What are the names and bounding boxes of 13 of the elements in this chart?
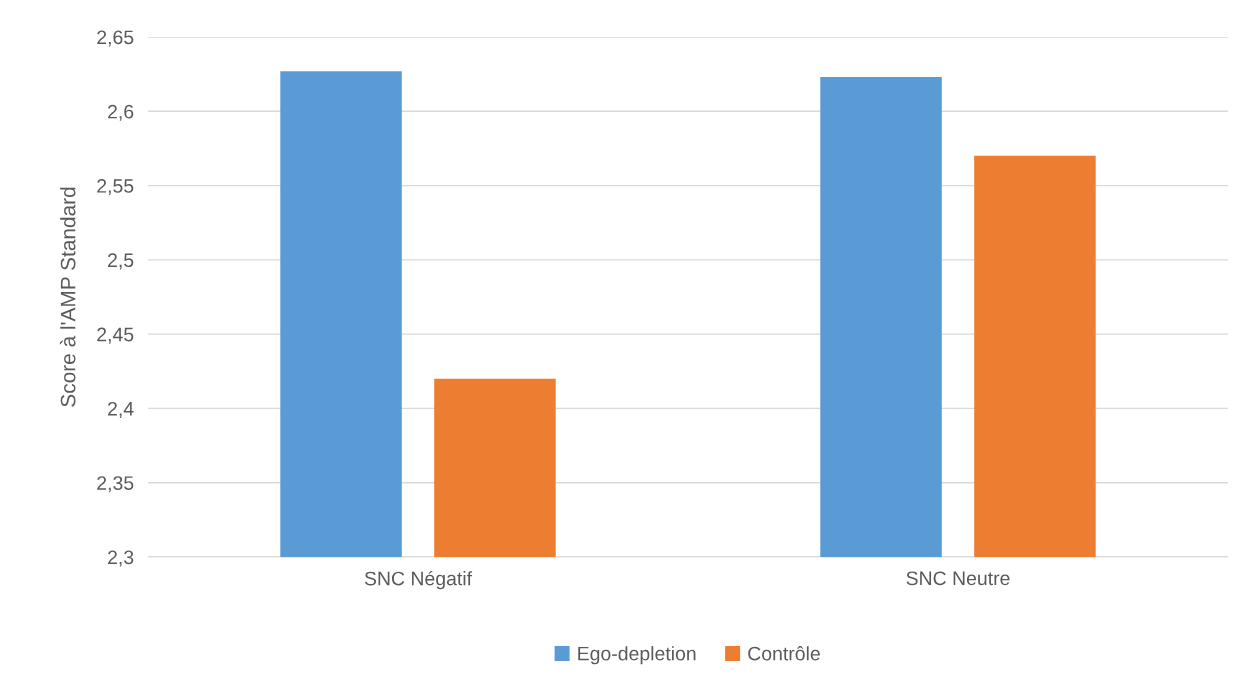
y-tick-label: 2,65	[97, 30, 134, 47]
y-tick-label: 2,55	[97, 179, 134, 196]
x-tick-label: SNC Négatif	[364, 570, 473, 590]
legend-label: Ego-depletion	[578, 646, 696, 665]
y-tick-label: 2,45	[97, 327, 134, 344]
y-axis-title: Score à l'AMP Standard	[59, 187, 76, 407]
y-tick-label: 2,3	[108, 550, 134, 567]
y-tick-label: 2,5	[108, 253, 134, 270]
x-tick-label: SNC Neutre	[906, 571, 1010, 586]
y-tick-label: 2,35	[97, 476, 134, 493]
legend-label: Contrôle	[748, 646, 820, 661]
y-tick-label: 2,6	[108, 104, 134, 121]
y-tick-label: 2,4	[108, 401, 134, 418]
